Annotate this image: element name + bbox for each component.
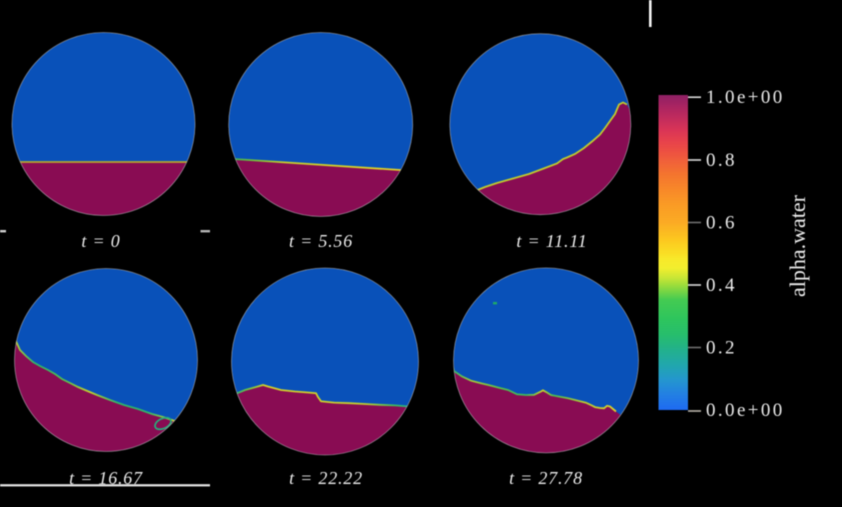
- svg-text:t = 11.11: t = 11.11: [516, 231, 587, 251]
- svg-text:0.8: 0.8: [706, 150, 737, 171]
- svg-text:1.0e+00: 1.0e+00: [706, 87, 785, 108]
- svg-text:0.6: 0.6: [706, 213, 737, 234]
- svg-text:0.4: 0.4: [706, 275, 737, 296]
- svg-text:0.2: 0.2: [706, 338, 737, 359]
- svg-text:t = 0: t = 0: [81, 231, 120, 251]
- svg-text:t = 22.22: t = 22.22: [289, 468, 363, 488]
- svg-text:t = 5.56: t = 5.56: [289, 231, 353, 251]
- svg-text:t = 27.78: t = 27.78: [509, 468, 583, 488]
- svg-text:alpha.water: alpha.water: [785, 194, 810, 297]
- svg-text:0.0e+00: 0.0e+00: [706, 400, 785, 421]
- svg-text:t = 16.67: t = 16.67: [69, 468, 143, 488]
